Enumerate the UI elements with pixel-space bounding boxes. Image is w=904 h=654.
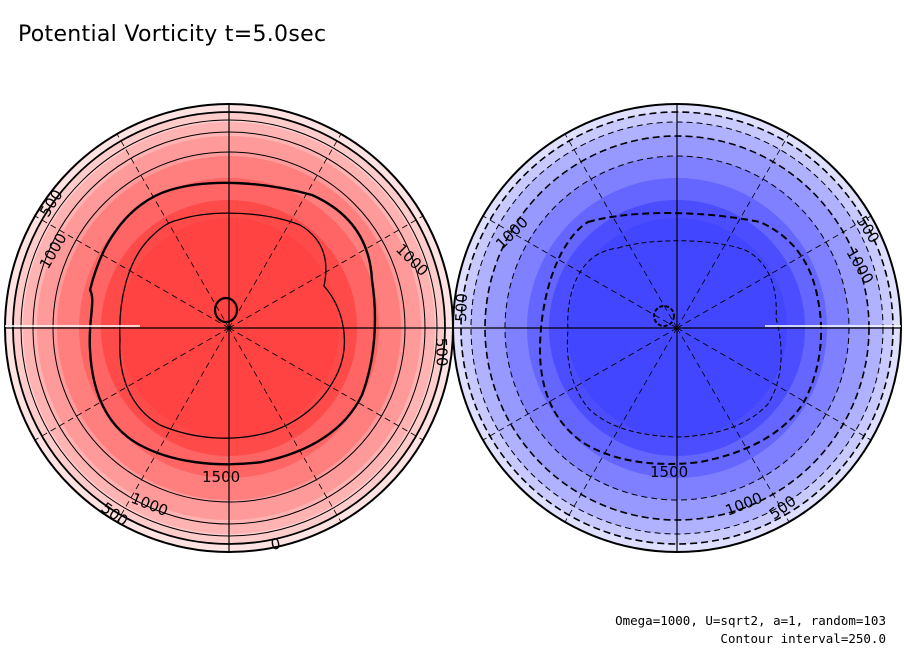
meridian-line [228,327,345,528]
meridian-line [29,327,230,444]
meridian-line [228,327,429,444]
north-contour-750 [20,119,438,537]
south-pole-contour [653,305,675,327]
north-contour-500 [12,111,446,545]
south-contour-1750 [566,240,782,438]
north-fill-bands [5,104,453,552]
south-boundary [452,103,902,553]
meridian-line [113,327,230,528]
north-contour-1000 [32,131,426,525]
meridian-line [113,128,230,329]
north-label-0: 0 [269,534,282,554]
south-contour-750 [470,121,884,535]
north-contour-1750 [119,212,345,439]
north-contour-1500 [88,181,377,466]
north-pole-contour [213,296,239,324]
south-contours [460,111,894,545]
meridian-line [228,128,345,329]
south-label-1500: 1500 [650,463,688,481]
north-label-1500: 1500 [202,468,240,486]
south-label-500-left: 500 [452,293,471,322]
meridian-line [477,212,678,329]
south-hemisphere-plot: 1000 500 500 1000 1500 1000 500 [452,103,902,553]
south-contour-1250 [504,155,850,501]
north-label-500-right: 500 [432,338,451,367]
meridian-line [477,327,678,444]
parameters-text: Omega=1000, U=sqrt2, a=1, random=103 [615,613,886,628]
north-contours [12,111,446,545]
south-contour-1500 [538,212,823,465]
meridian-line [228,212,429,329]
north-grid [5,104,453,552]
south-contour-500 [460,111,894,545]
south-contour-1000 [484,135,870,521]
north-contour-1250 [52,151,406,503]
north-hemisphere-plot: 500 1000 1000 500 1500 1000 500 0 [4,103,454,554]
contour-interval-text: Contour interval=250.0 [720,631,886,646]
page-title: Potential Vorticity t=5.0sec [18,22,327,47]
